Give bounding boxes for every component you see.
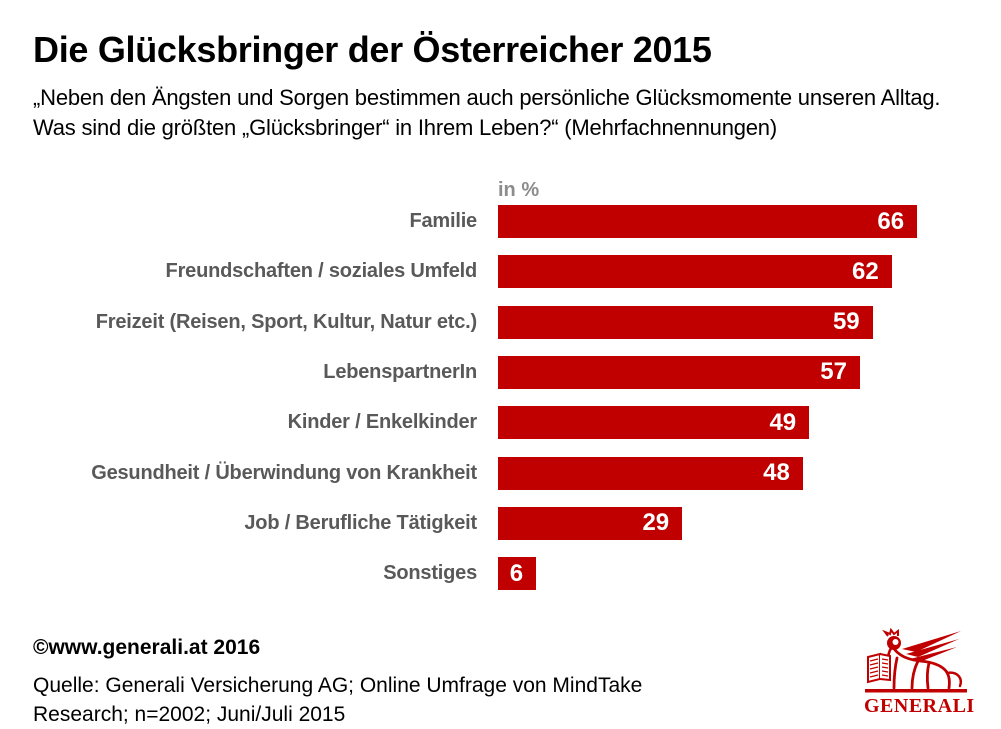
bar: 62 bbox=[498, 255, 892, 289]
chart-row: Freundschaften / soziales Umfeld 62 bbox=[0, 255, 1001, 289]
category-label: Job / Berufliche Tätigkeit bbox=[244, 511, 477, 534]
page-title: Die Glücksbringer der Österreicher 2015 bbox=[33, 29, 712, 70]
bar: 57 bbox=[498, 355, 860, 389]
chart-subtitle: „Neben den Ängsten und Sorgen bestimmen … bbox=[33, 83, 993, 143]
bar: 59 bbox=[498, 305, 873, 339]
bar: 49 bbox=[498, 406, 810, 440]
value-label: 59 bbox=[832, 308, 860, 336]
winged-lion-icon bbox=[864, 628, 972, 694]
bar: 29 bbox=[498, 506, 683, 540]
value-label: 66 bbox=[877, 207, 905, 235]
source-line-2: Research; n=2002; Juni/Juli 2015 bbox=[33, 703, 346, 726]
bar: 48 bbox=[498, 456, 803, 490]
category-label: Sonstiges bbox=[383, 562, 477, 585]
chart-row: LebenspartnerIn 57 bbox=[0, 355, 1001, 389]
category-label: Freizeit (Reisen, Sport, Kultur, Natur e… bbox=[95, 310, 477, 333]
chart-row: Familie 66 bbox=[0, 205, 1001, 238]
category-label: Freundschaften / soziales Umfeld bbox=[165, 260, 478, 283]
source-line-1: Quelle: Generali Versicherung AG; Online… bbox=[33, 674, 643, 697]
copyright-text: ©www.generali.at 2016 bbox=[33, 636, 261, 659]
chart-row: Sonstiges 6 bbox=[0, 557, 1001, 591]
value-label: 62 bbox=[851, 257, 879, 285]
chart-row: Gesundheit / Überwindung von Krankheit 48 bbox=[0, 456, 1001, 490]
bar: 66 bbox=[498, 205, 918, 238]
value-label: 6 bbox=[509, 559, 524, 587]
category-label: Familie bbox=[409, 210, 477, 232]
category-label: Kinder / Enkelkinder bbox=[287, 411, 478, 434]
generali-wordmark: GENERALI bbox=[864, 695, 975, 717]
subtitle-line-1: „Neben den Ängsten und Sorgen bestimmen … bbox=[33, 85, 941, 110]
value-label: 57 bbox=[820, 358, 847, 386]
category-label: Gesundheit / Überwindung von Krankheit bbox=[91, 461, 477, 484]
footer: ©www.generali.at 2016 Quelle: Generali V… bbox=[33, 636, 642, 729]
value-label: 29 bbox=[642, 509, 670, 537]
chart-row: Kinder / Enkelkinder 49 bbox=[0, 406, 1001, 440]
category-label: LebenspartnerIn bbox=[323, 360, 477, 383]
bar-chart: Familie 66 Freundschaften / soziales Umfel… bbox=[0, 205, 1001, 605]
value-label: 48 bbox=[763, 459, 790, 486]
chart-row: Job / Berufliche Tätigkeit 29 bbox=[0, 506, 1001, 540]
value-label: 49 bbox=[769, 408, 797, 436]
generali-logo: GENERALI bbox=[864, 628, 975, 720]
subtitle-line-2: Was sind die größten „Glücksbringer“ in … bbox=[33, 115, 777, 140]
source-text: Quelle: Generali Versicherung AG; Online… bbox=[33, 671, 642, 729]
bar: 6 bbox=[498, 557, 537, 591]
chart-row: Freizeit (Reisen, Sport, Kultur, Natur e… bbox=[0, 305, 1001, 339]
unit-label: in % bbox=[498, 179, 540, 201]
